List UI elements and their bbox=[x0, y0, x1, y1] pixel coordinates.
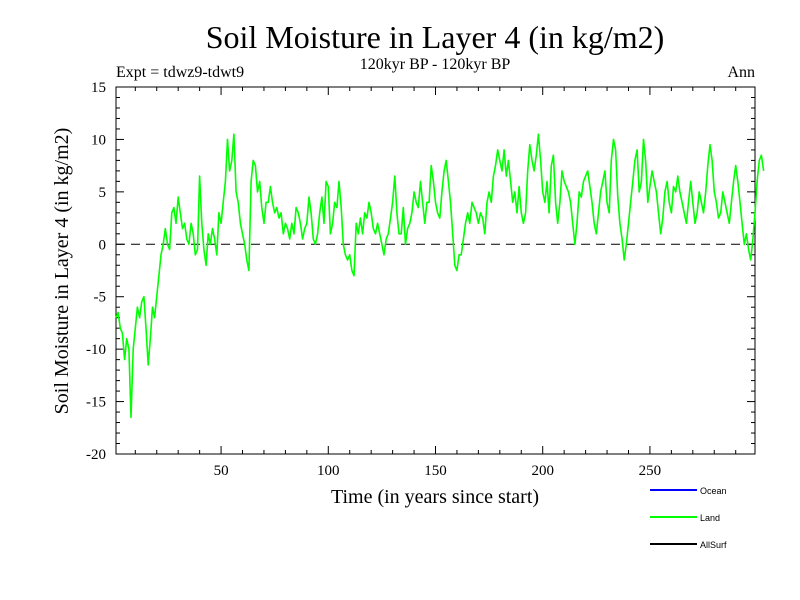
legend-label-allsurf: AllSurf bbox=[700, 540, 727, 550]
plot-frame bbox=[115, 86, 756, 455]
legend-label-ocean: Ocean bbox=[700, 486, 727, 496]
y-tick-label: 10 bbox=[91, 132, 106, 148]
y-tick-label: 0 bbox=[99, 237, 107, 253]
series-line-land bbox=[115, 133, 765, 419]
legend-label-land: Land bbox=[700, 513, 720, 523]
x-tick-label: 250 bbox=[639, 463, 662, 479]
x-tick-label: 100 bbox=[317, 463, 340, 479]
experiment-label: Expt = tdwz9-tdwt9 bbox=[116, 64, 244, 81]
y-tick-label: 5 bbox=[99, 185, 107, 201]
x-tick-label: 150 bbox=[424, 463, 447, 479]
chart-subtitle: 120kyr BP - 120kyr BP bbox=[360, 56, 511, 73]
y-tick-label: 15 bbox=[91, 80, 106, 96]
legend: Ocean Land AllSurf bbox=[650, 486, 727, 550]
period-label: Ann bbox=[727, 64, 755, 81]
y-tick-label: -10 bbox=[86, 342, 106, 358]
plot-area: 50 100 150 200 250 -20 -15 -10 -5 0 5 10 15 bbox=[86, 80, 765, 479]
y-axis-label: Soil Moisture in Layer 4 (in kg/m2) bbox=[51, 128, 73, 415]
x-tick-label: 200 bbox=[531, 463, 554, 479]
chart-title: Soil Moisture in Layer 4 (in kg/m2) bbox=[206, 19, 665, 55]
y-tick-label: -5 bbox=[94, 290, 107, 306]
x-tick-label: 50 bbox=[214, 463, 229, 479]
y-tick-label: -20 bbox=[86, 447, 106, 463]
y-tick-label: -15 bbox=[86, 395, 106, 411]
x-axis-label: Time (in years since start) bbox=[331, 486, 539, 508]
